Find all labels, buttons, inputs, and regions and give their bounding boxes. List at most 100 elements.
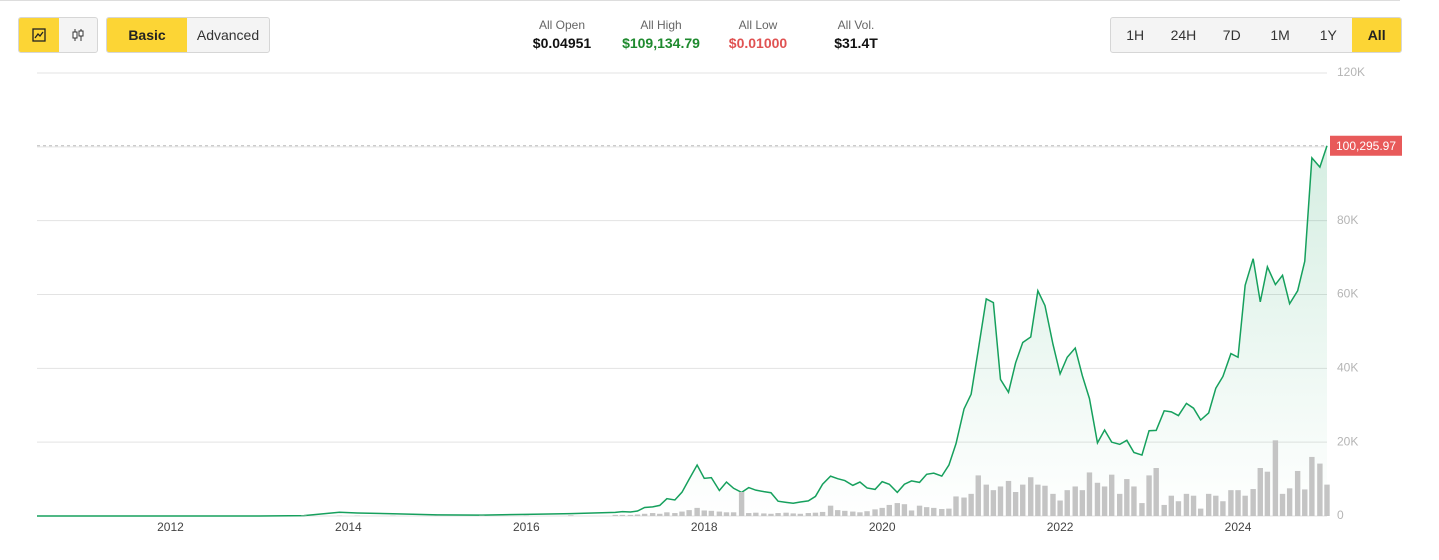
volume-bar [953, 496, 959, 516]
volume-bar [641, 513, 648, 516]
volume-bar [1197, 508, 1204, 516]
mode-button[interactable]: Advanced [196, 27, 260, 43]
volume-bar [1020, 484, 1026, 516]
volume-bar [1012, 492, 1019, 516]
volume-bar [1250, 489, 1256, 516]
volume-bar [857, 512, 863, 516]
volume-bar [1190, 495, 1197, 516]
mode-button[interactable]: Basic [107, 18, 187, 52]
volume-bar [923, 507, 930, 516]
volume-bar [723, 512, 730, 516]
volume-bar [1272, 440, 1279, 516]
volume-bar [1257, 468, 1263, 516]
volume-bar [1079, 490, 1086, 516]
volume-bar [664, 512, 670, 516]
y-tick-label: 60K [1337, 287, 1358, 301]
x-tick-label: 2012 [157, 520, 184, 534]
volume-bar [568, 515, 574, 516]
stat-value: $0.01000 [728, 35, 788, 51]
stat-value: $0.04951 [532, 35, 592, 51]
volume-bar [1117, 493, 1123, 516]
volume-bar [1286, 488, 1293, 516]
volume-bar [1086, 472, 1093, 516]
volume-bar [1309, 456, 1315, 516]
range-button[interactable]: 1H [1126, 27, 1145, 43]
volume-bar [939, 508, 945, 516]
volume-bar [657, 513, 663, 516]
volume-bar [701, 510, 707, 516]
volume-bar [1324, 484, 1330, 516]
volume-bar [753, 512, 759, 516]
volume-bar [797, 513, 804, 516]
volume-bar [1101, 486, 1108, 516]
x-tick-label: 2016 [513, 520, 540, 534]
range-button[interactable]: 7D [1222, 27, 1241, 43]
range-button[interactable]: 1Y [1319, 27, 1337, 43]
volume-bar [1168, 495, 1175, 516]
volume-bar [1131, 486, 1137, 516]
range-button[interactable]: 1M [1270, 27, 1290, 43]
range-toggle: 1H 24H 7D 1M 1Y All [1110, 17, 1402, 53]
volume-bar [716, 511, 723, 516]
volume-bar [672, 513, 678, 516]
volume-bar [746, 513, 752, 516]
stat-label: All Low [738, 18, 778, 32]
x-tick-label: 2018 [691, 520, 718, 534]
stat: All Open $0.04951 [502, 18, 622, 51]
volume-bar [1005, 480, 1012, 516]
volume-bar [1146, 475, 1152, 516]
range-button[interactable]: All [1352, 18, 1401, 52]
last-price-label: 100,295.97 [1336, 139, 1396, 153]
volume-bar [1028, 477, 1034, 516]
stat: All Vol. $31.4T [796, 18, 916, 51]
volume-bar [679, 511, 685, 516]
candle-chart-button[interactable] [59, 18, 97, 52]
volume-bar [686, 510, 692, 516]
volume-bar [761, 513, 767, 516]
volume-bar [879, 507, 885, 516]
volume-bar [790, 513, 796, 516]
range-button[interactable]: 24H [1170, 27, 1197, 43]
y-tick-label: 120K [1337, 65, 1365, 79]
x-tick-label: 2022 [1047, 520, 1074, 534]
volume-bar [1050, 493, 1056, 516]
volume-bar [1205, 493, 1212, 516]
stat-value: $31.4T [834, 35, 878, 51]
volume-bar [1294, 470, 1301, 516]
volume-bar [1235, 490, 1241, 516]
volume-bar [1109, 474, 1115, 516]
volume-bar [968, 493, 974, 516]
volume-bar [1064, 490, 1070, 516]
volume-bar [997, 486, 1004, 516]
volume-bar [850, 511, 856, 516]
volume-bar [886, 504, 892, 516]
volume-bar [975, 475, 981, 516]
x-tick-label: 2014 [335, 520, 362, 534]
stat-value: $109,134.79 [622, 35, 700, 51]
volume-bar [864, 511, 870, 516]
volume-bar [619, 514, 626, 516]
volume-bar [612, 514, 618, 516]
stat-label: All Vol. [837, 18, 875, 32]
last-price-box [1330, 135, 1402, 156]
volume-bar [1153, 468, 1159, 516]
volume-bar [842, 510, 848, 516]
volume-bar [775, 513, 781, 516]
volume-bar [627, 514, 634, 516]
volume-bar [1035, 484, 1041, 516]
volume-bar [931, 507, 937, 516]
y-tick-label: 20K [1337, 434, 1358, 448]
volume-bar [1161, 504, 1167, 516]
stat: All High $109,134.79 [601, 18, 721, 51]
volume-bar [1302, 489, 1308, 516]
volume-bar [1264, 471, 1271, 516]
volume-bar [1175, 501, 1182, 516]
volume-bar [908, 510, 915, 516]
chart-type-toggle [18, 17, 98, 53]
volume-bar [1213, 495, 1219, 516]
y-tick-label: 80K [1337, 213, 1358, 227]
line-chart-button[interactable] [19, 18, 59, 52]
stat-label: All High [640, 18, 682, 32]
volume-bar [827, 505, 834, 516]
volume-bar [1279, 493, 1286, 516]
